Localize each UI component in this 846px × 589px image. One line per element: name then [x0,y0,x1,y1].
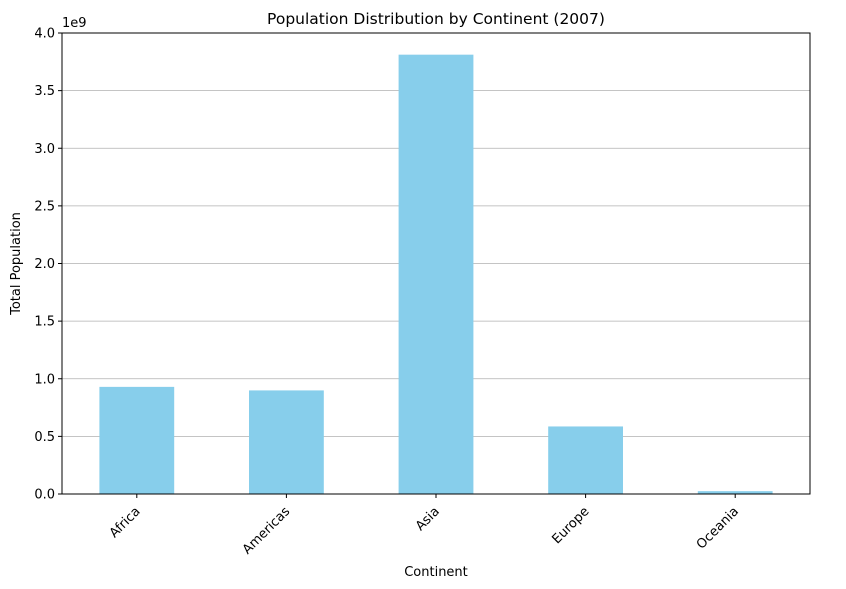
bars [99,54,773,494]
y-tick-label: 4.0 [34,27,55,42]
y-tick-label: 3.0 [34,142,55,157]
y-tick-label: 3.5 [34,84,55,99]
y-axis-offset-label: 1e9 [62,16,87,31]
y-axis-title: Total Population [9,212,24,316]
y-tick-label: 1.5 [34,315,55,330]
y-tick-label: 1.0 [34,372,55,387]
y-tick-label: 2.0 [34,257,55,272]
y-tick-label: 2.5 [34,199,55,214]
bar-africa [99,386,175,494]
y-tick-label: 0.5 [34,430,55,445]
y-tick-label: 0.0 [34,488,55,503]
bar-americas [249,390,324,494]
y-axis-ticks: 0.0 0.5 1.0 1.5 2.0 2.5 3.0 3.5 4.0 [34,27,62,503]
x-axis-title: Continent [404,565,468,580]
bar-europe [548,426,623,494]
bar-asia [398,54,474,494]
chart-title: Population Distribution by Continent (20… [267,10,605,28]
bar-oceania [697,491,773,494]
